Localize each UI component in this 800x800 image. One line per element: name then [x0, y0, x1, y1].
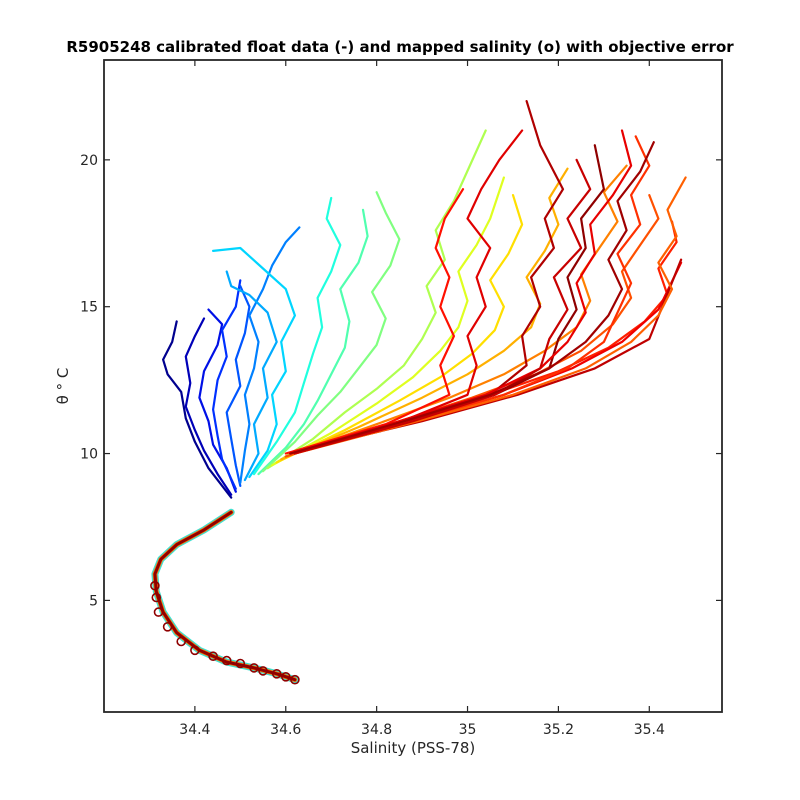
- series-line-8: [212, 246, 296, 479]
- mapped-salinity-marker: [190, 645, 200, 656]
- series-line-6: [239, 226, 301, 484]
- x-tick-label: 34.8: [361, 722, 392, 738]
- mapped-salinity-marker: [208, 651, 218, 662]
- x-axis-label: Salinity (PSS-78): [351, 739, 476, 757]
- series-line-2: [184, 317, 233, 496]
- chart-title: R5905248 calibrated float data (-) and m…: [66, 38, 734, 56]
- deep-curve-core: [153, 510, 297, 682]
- series-line-23: [289, 129, 524, 455]
- series-line-24: [284, 188, 465, 455]
- deep-curve-band: [151, 508, 299, 684]
- series-line-20: [298, 258, 683, 452]
- mapped-salinity-marker: [271, 668, 282, 679]
- plot-area: [150, 100, 687, 685]
- deep-curve-mid: [152, 510, 298, 682]
- mapped-salinity-marker: [162, 621, 173, 632]
- series-line-28: [293, 158, 592, 455]
- series-line-22: [293, 100, 565, 455]
- mapped-salinity-marker: [235, 658, 246, 669]
- series-line-10: [257, 208, 369, 476]
- series-line-16: [284, 164, 628, 458]
- mapped-salinity-marker: [176, 636, 186, 647]
- series-line-1: [162, 320, 233, 499]
- y-tick-label: 5: [89, 593, 98, 609]
- y-tick-label: 15: [80, 300, 98, 316]
- series-line-29: [289, 141, 655, 455]
- series-line-5: [225, 285, 251, 487]
- y-axis-label: θ ° C: [54, 368, 72, 405]
- mapped-salinity-marker: [151, 592, 162, 603]
- series-line-27: [293, 176, 687, 455]
- mapped-salinity-marker: [290, 674, 300, 685]
- series-line-9: [252, 196, 342, 476]
- series-line-11: [261, 191, 401, 473]
- mapped-salinity-marker: [258, 666, 268, 676]
- series-line-3: [198, 308, 237, 493]
- series-line-12: [266, 129, 487, 470]
- mapped-salinity-marker: [153, 607, 164, 617]
- y-tick-label: 20: [80, 153, 98, 169]
- x-tick-label: 35.4: [634, 722, 665, 738]
- series-line-25: [293, 135, 651, 455]
- x-tick-label: 34.6: [270, 722, 301, 738]
- series-line-26: [289, 129, 633, 455]
- x-tick-label: 35.2: [543, 722, 574, 738]
- x-tick-label: 34.4: [179, 722, 210, 738]
- series-line-17: [284, 194, 660, 458]
- series-line-4: [212, 279, 242, 490]
- series-line-14: [275, 194, 524, 464]
- mapped-salinity-marker: [150, 580, 160, 591]
- series-line-7: [225, 270, 278, 482]
- y-tick-label: 10: [80, 447, 98, 463]
- mapped-salinity-marker: [221, 655, 232, 666]
- mapped-salinity-marker: [280, 671, 291, 682]
- mapped-salinity-marker: [249, 663, 259, 673]
- axes-box: [103, 59, 723, 713]
- x-tick-label: 35: [459, 722, 477, 738]
